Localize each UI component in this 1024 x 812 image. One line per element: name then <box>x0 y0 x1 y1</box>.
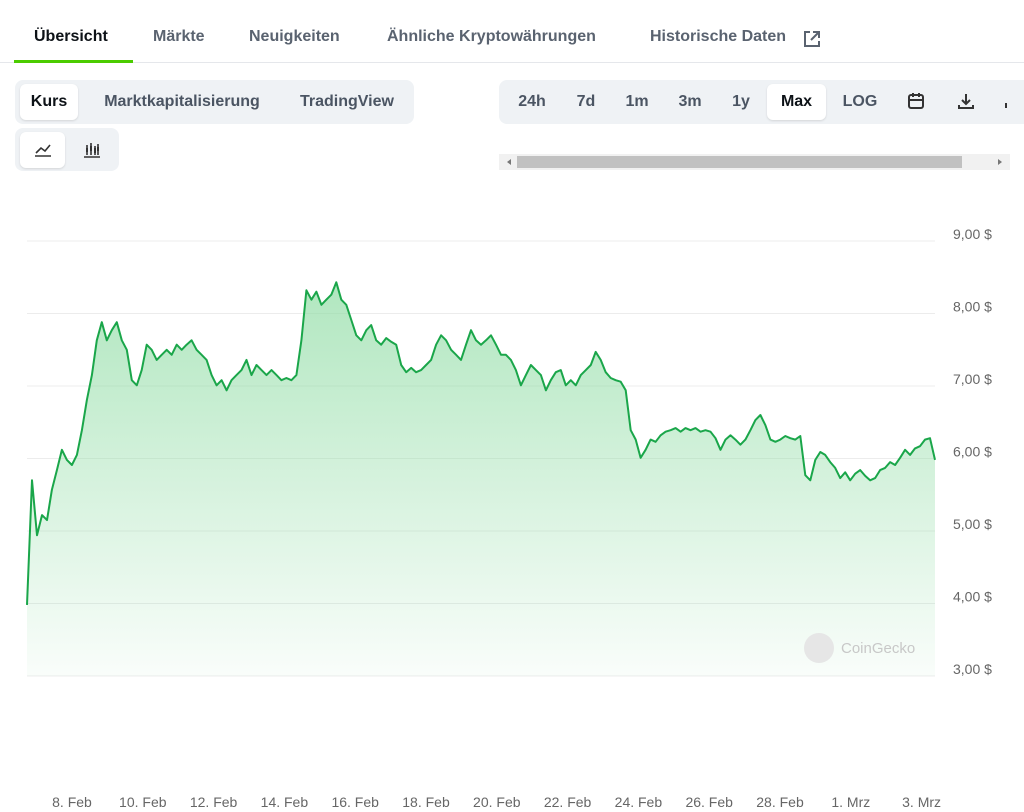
candle-icon <box>84 143 100 158</box>
calendar-icon[interactable] <box>906 91 926 111</box>
x-tick-label: 20. Feb <box>473 794 521 810</box>
tab-underline <box>14 60 133 63</box>
x-tick-label: 26. Feb <box>685 794 733 810</box>
x-tick-label: 22. Feb <box>544 794 592 810</box>
mode-button[interactable]: Marktkapitalisierung <box>104 93 260 110</box>
download-icon[interactable] <box>956 91 976 111</box>
y-tick-label: 7,00 $ <box>953 371 992 387</box>
x-tick-label: 12. Feb <box>190 794 238 810</box>
x-tick-label: 10. Feb <box>119 794 167 810</box>
y-tick-label: 6,00 $ <box>953 444 992 460</box>
tab[interactable]: Ähnliche Kryptowährungen <box>387 28 596 45</box>
watermark-text: CoinGecko <box>841 640 915 657</box>
tab[interactable]: Historische Daten <box>650 28 787 45</box>
line-style-button[interactable] <box>20 132 65 168</box>
external-link-icon <box>804 31 820 47</box>
tab[interactable]: Übersicht <box>34 28 108 45</box>
tab[interactable]: Märkte <box>153 28 205 45</box>
range-button[interactable]: Max <box>767 84 826 120</box>
x-tick-label: 1. Mrz <box>831 794 870 810</box>
range-button[interactable]: 3m <box>678 93 702 110</box>
tab-divider <box>0 62 1024 63</box>
line-icon <box>34 144 51 157</box>
x-tick-label: 3. Mrz <box>902 794 941 810</box>
y-tick-label: 4,00 $ <box>953 589 992 605</box>
scrollbar-arrows <box>507 159 1002 165</box>
y-tick-label: 9,00 $ <box>953 226 992 242</box>
range-button[interactable]: 7d <box>576 93 596 110</box>
y-tick-label: 8,00 $ <box>953 299 992 315</box>
x-tick-label: 18. Feb <box>402 794 450 810</box>
area <box>27 282 935 676</box>
range-button[interactable]: 1y <box>732 93 750 110</box>
more-icon[interactable] <box>1002 91 1024 111</box>
candle-style-button[interactable] <box>70 132 114 168</box>
mode-group <box>15 80 414 124</box>
mode-button[interactable]: Kurs <box>20 84 78 120</box>
mode-button[interactable]: TradingView <box>300 93 394 110</box>
y-tick-label: 5,00 $ <box>953 516 992 532</box>
tab[interactable]: Neuigkeiten <box>249 28 340 45</box>
x-tick-label: 24. Feb <box>615 794 663 810</box>
x-tick-label: 28. Feb <box>756 794 804 810</box>
scrollbar-thumb[interactable] <box>517 156 962 168</box>
x-tick-label: 14. Feb <box>261 794 309 810</box>
range-group <box>499 80 1024 124</box>
range-button[interactable]: 24h <box>518 93 546 110</box>
chart: 9,00 $ 8,00 $ 7,00 $ 6,00 $ 5,00 $ 4,00 $ 3,00… <box>26 226 992 810</box>
x-tick-label: 16. Feb <box>331 794 379 810</box>
x-tick-label: 8. Feb <box>52 794 92 810</box>
log-button[interactable]: LOG <box>842 93 878 110</box>
watermark: CoinGecko <box>804 633 915 663</box>
price-line <box>26 281 936 605</box>
y-tick-label: 3,00 $ <box>953 661 992 677</box>
range-button[interactable]: 1m <box>625 93 649 110</box>
